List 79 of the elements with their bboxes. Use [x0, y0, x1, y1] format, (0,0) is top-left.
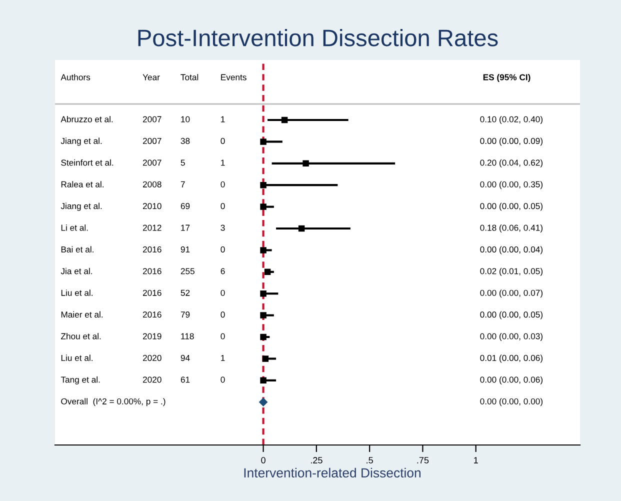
- text: Events: [221, 74, 246, 80]
- text: ES (95% CI): [483, 74, 530, 82]
- annotation: 38: [180, 138, 190, 144]
- y-tick-label: Li et al.: [61, 224, 88, 231]
- chart-title: Post-Intervention Dissection Rates: [138, 28, 498, 46]
- annotation: 0: [220, 312, 225, 318]
- y-tick-label: Zhou et al.: [61, 332, 101, 340]
- annotation: 2007: [142, 116, 162, 122]
- y-tick-label: Tang et al.: [60, 376, 100, 384]
- x-tick-label: 1: [474, 457, 478, 464]
- annotation: 2007: [142, 160, 162, 166]
- annotation: 3: [220, 224, 225, 231]
- x-tick-label: .5: [366, 457, 373, 464]
- y-tick-label: Bai et al.: [61, 246, 94, 253]
- text: Year: [142, 74, 160, 80]
- annotation: 0.00 (0.00, 0.04): [480, 246, 542, 254]
- annotation: 2016: [142, 246, 162, 253]
- annotation: 1: [221, 355, 225, 361]
- y-tick-label: Ralea et al.: [61, 181, 104, 188]
- y-tick-label: Jiang et al.: [60, 138, 102, 146]
- annotation: 0.20 (0.04, 0.62): [480, 159, 542, 168]
- y-tick-label: Maier et al.: [61, 311, 103, 318]
- annotation: 1: [221, 160, 225, 166]
- annotation: 0.00 (0.00, 0.07): [480, 290, 542, 298]
- annotation: 0: [220, 203, 225, 210]
- annotation: 0.00 (0.00, 0.35): [480, 181, 542, 190]
- annotation: 0: [220, 376, 225, 383]
- annotation: 0: [220, 333, 225, 340]
- annotation: 0.18 (0.06, 0.41): [480, 224, 542, 233]
- x-tick-label: .75: [417, 457, 429, 464]
- annotation: 0: [220, 181, 225, 188]
- annotation: 94: [180, 354, 190, 362]
- annotation: 7: [180, 181, 185, 188]
- y-tick-label: Liu et al.: [61, 354, 92, 362]
- annotation: 255: [180, 268, 194, 274]
- text: Total: [180, 74, 198, 80]
- annotation: 79: [180, 312, 190, 318]
- y-tick-label: Jiang et al.: [60, 202, 102, 211]
- annotation: 52: [180, 290, 190, 296]
- annotation: 0.00 (0.00, 0.05): [480, 202, 542, 211]
- x-axis-title: Intervention-related Dissection: [244, 468, 420, 478]
- annotation: 2012: [142, 224, 162, 231]
- x-tick-label: .25: [310, 457, 322, 464]
- x-tick-label: 0: [261, 457, 266, 464]
- annotation: 2020: [142, 354, 162, 362]
- annotation: 0: [220, 138, 225, 144]
- annotation: 2019: [142, 333, 162, 340]
- y-tick-label: Steinfort et al.: [61, 159, 114, 166]
- y-tick-label: Abruzzo et al.: [60, 116, 113, 122]
- annotation: 5: [180, 160, 185, 166]
- annotation: 91: [180, 246, 190, 253]
- annotation: 2016: [142, 312, 162, 318]
- annotation: 2008: [142, 181, 162, 188]
- annotation: 61: [180, 376, 190, 383]
- annotation: 0.00 (0.00, 0.00): [480, 398, 542, 406]
- annotation: 0.02 (0.01, 0.05): [480, 268, 542, 276]
- annotation: 0.00 (0.00, 0.09): [480, 138, 542, 146]
- annotation: 6: [220, 268, 225, 274]
- annotation: 0: [220, 246, 225, 253]
- annotation: 2010: [142, 203, 162, 210]
- annotation: 0.00 (0.00, 0.03): [480, 332, 542, 342]
- annotation: 0.00 (0.00, 0.05): [480, 311, 542, 320]
- annotation: 0.01 (0.00, 0.06): [480, 354, 542, 363]
- annotation: 0.10 (0.02, 0.40): [480, 116, 542, 124]
- annotation: 2020: [142, 376, 162, 383]
- annotation: 118: [181, 333, 194, 340]
- annotation: 0.00 (0.00, 0.06): [480, 376, 542, 384]
- annotation: 69: [180, 203, 190, 210]
- annotation: 2007: [142, 138, 162, 144]
- annotation: 0: [220, 290, 225, 296]
- text: Authors: [60, 74, 90, 80]
- annotation: 2016: [142, 290, 162, 296]
- y-tick-label: Liu et al.: [61, 290, 92, 296]
- annotation: 2016: [142, 268, 162, 274]
- annotation: 17: [181, 224, 190, 231]
- y-tick-label: Overall (I^2 = 0.00%, p = .): [61, 398, 166, 406]
- y-tick-label: Jia et al.: [60, 268, 92, 274]
- annotation: 1: [221, 116, 225, 122]
- annotation: 10: [181, 116, 190, 122]
